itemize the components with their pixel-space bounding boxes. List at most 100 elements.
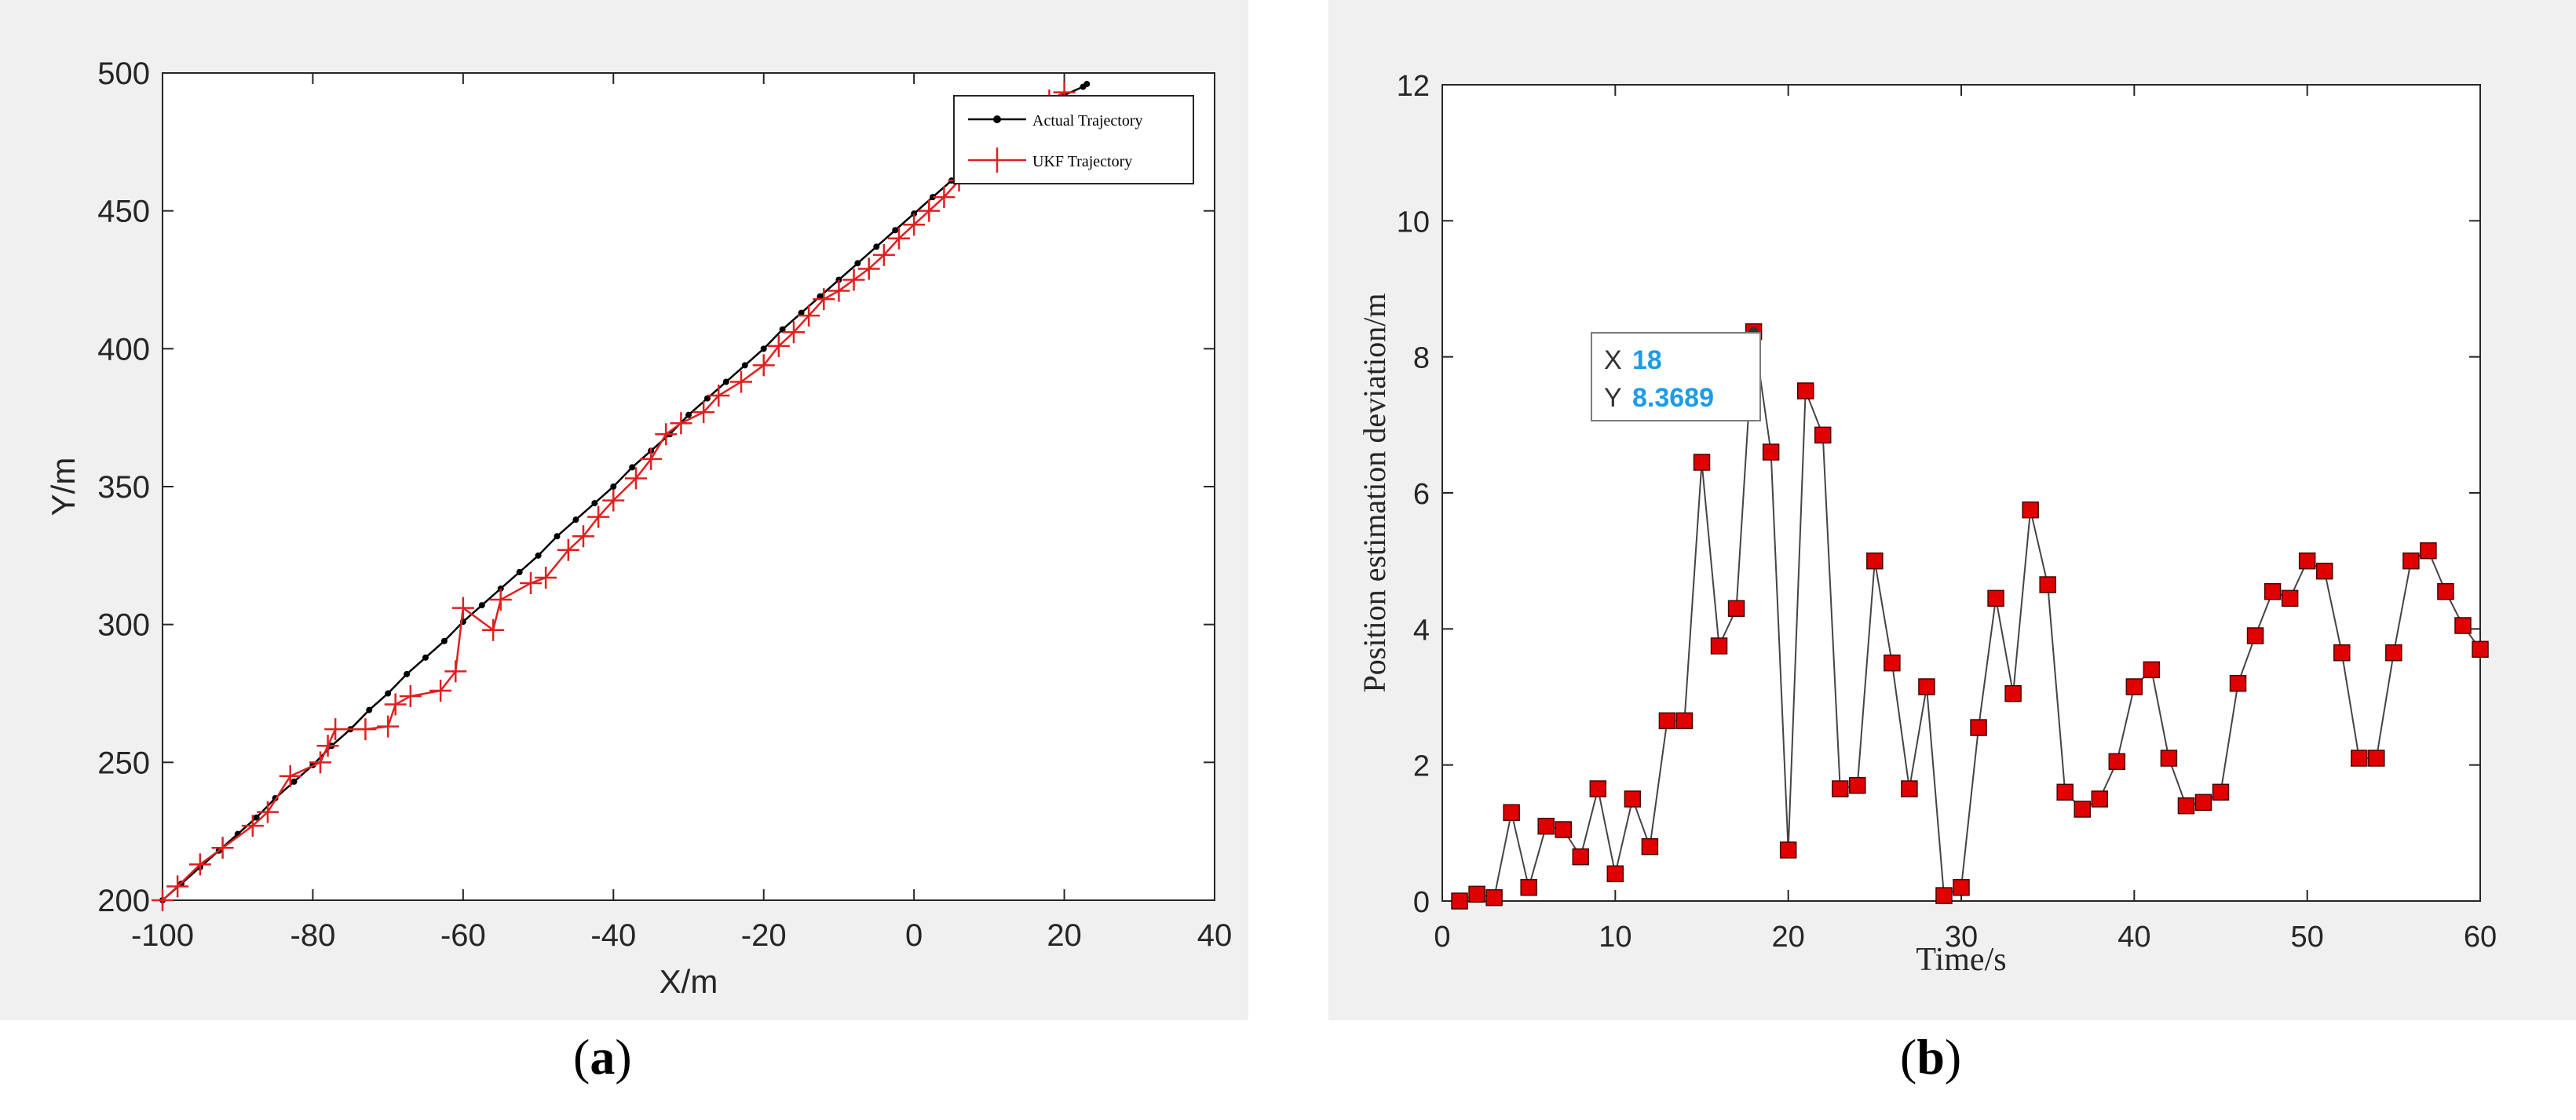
ukf-trajectory-point [316, 735, 339, 757]
deviation-point [1727, 600, 1745, 618]
x-tick-label: 40 [2117, 921, 2150, 954]
deviation-point [1814, 426, 1832, 444]
actual-trajectory-point [911, 210, 918, 217]
actual-trajectory-point [422, 654, 429, 661]
ukf-trajectory-point [429, 679, 452, 702]
deviation-point [1710, 637, 1728, 655]
deviation-point [2298, 552, 2316, 570]
ukf-trajectory-point [602, 489, 625, 512]
actual-trajectory-point [591, 500, 598, 507]
deviation-point [1555, 821, 1572, 838]
deviation-point [2229, 674, 2247, 692]
y-tick-label: 400 [97, 332, 150, 367]
deviation-point [1658, 712, 1676, 730]
y-tick-label: 500 [97, 57, 150, 91]
actual-trajectory-point [385, 690, 392, 697]
deviation-point [2246, 627, 2264, 644]
actual-trajectory-point [497, 585, 504, 592]
x-tick-label: 40 [1197, 918, 1233, 953]
ukf-trajectory-point [587, 505, 610, 528]
caption-a-letter: a [590, 1029, 616, 1085]
x-tick-label: -20 [741, 918, 787, 953]
actual-trajectory-point [930, 194, 937, 201]
y-tick-label: 250 [97, 746, 150, 780]
y-tick-label: 350 [97, 470, 150, 505]
deviation-point [2125, 678, 2143, 695]
actual-trajectory-point [535, 552, 542, 559]
actual-trajectory-point [290, 778, 298, 785]
deviation-point [1987, 589, 2004, 607]
y-tick-label: 12 [1397, 70, 1430, 103]
data-tip-box [1591, 332, 1761, 421]
legend-actual-marker [993, 115, 1001, 123]
deviation-point [1884, 654, 1901, 672]
ukf-trajectory-point [241, 815, 264, 837]
ukf-trajectory-point [572, 525, 594, 548]
actual-trajectory-point [478, 602, 485, 609]
legend-actual-label: Actual Trajectory [1032, 112, 1143, 130]
deviation-point [1589, 780, 1607, 797]
deviation-point [2022, 501, 2039, 519]
ukf-trajectory-point [482, 618, 505, 641]
y-tick-label: 4 [1413, 614, 1430, 647]
ukf-trajectory-point [557, 538, 579, 561]
deviation-point [1537, 817, 1555, 835]
y-tick-label: 6 [1413, 478, 1430, 511]
ukf-trajectory-point [166, 875, 189, 898]
actual-trajectory-point [817, 293, 824, 300]
y-tick-label: 8 [1413, 342, 1430, 375]
ukf-trajectory-point [857, 257, 880, 280]
ukf-trajectory-point [354, 718, 377, 741]
deviation-point [2004, 684, 2022, 702]
ukf-trajectory-point [933, 186, 955, 209]
actual-trajectory-point [572, 516, 579, 524]
ukf-trajectory-point [279, 764, 301, 787]
y-tick-label: 2 [1413, 750, 1430, 783]
deviation-point [1762, 443, 1780, 461]
deviation-point [1520, 878, 1537, 896]
deviation-point [2368, 750, 2385, 767]
deviation-point [1918, 678, 1935, 695]
x-tick-label: 50 [2291, 921, 2324, 954]
ukf-trajectory-point [257, 801, 279, 823]
ukf-trajectory-point [399, 685, 422, 708]
ukf-trajectory-point [670, 412, 692, 435]
plot-area [1441, 84, 2481, 902]
ukf-trajectory-point [888, 227, 910, 250]
actual-trajectory-point [253, 814, 260, 821]
actual-trajectory-point [554, 533, 561, 540]
deviation-point [1572, 848, 1590, 866]
actual-trajectory-point [685, 411, 692, 418]
ukf-trajectory-point [813, 288, 835, 311]
actual-trajectory-point [873, 243, 880, 250]
deviation-point [1970, 719, 1987, 736]
y-tick-label: 0 [1413, 886, 1430, 919]
actual-trajectory-point [629, 464, 636, 471]
deviation-point [1606, 865, 1624, 883]
x-tick-label: -60 [440, 918, 486, 953]
deviation-point [2091, 790, 2109, 808]
ukf-trajectory-point [377, 715, 400, 738]
deviation-point [1485, 888, 1503, 907]
deviation-point [2039, 576, 2056, 593]
ukf-trajectory-point [918, 199, 941, 222]
x-tick-label: 60 [2464, 921, 2497, 954]
actual-trajectory-point [892, 227, 899, 234]
ukf-trajectory-point [625, 467, 647, 490]
ukf-trajectory-point [444, 660, 467, 683]
ukf-trajectory-point [707, 385, 730, 407]
deviation-point [1641, 837, 1659, 856]
deviation-point [2420, 542, 2437, 560]
deviation-point [2264, 582, 2282, 600]
actual-trajectory-point [854, 260, 861, 267]
actual-trajectory-point [798, 309, 805, 316]
deviation-point [2177, 797, 2195, 815]
deviation-point [2143, 661, 2161, 679]
deviation-point [2385, 644, 2402, 662]
actual-trajectory-point [722, 378, 729, 385]
deviation-point [1451, 892, 1468, 910]
deviation-point [1832, 780, 1849, 797]
trajectory-chart: -100 -80 -60 -40 -20 0 20 40 200 250 300 350 400 450 5… [45, 57, 1233, 1000]
deviation-point [1779, 841, 1797, 859]
deviation-point [1849, 776, 1866, 794]
